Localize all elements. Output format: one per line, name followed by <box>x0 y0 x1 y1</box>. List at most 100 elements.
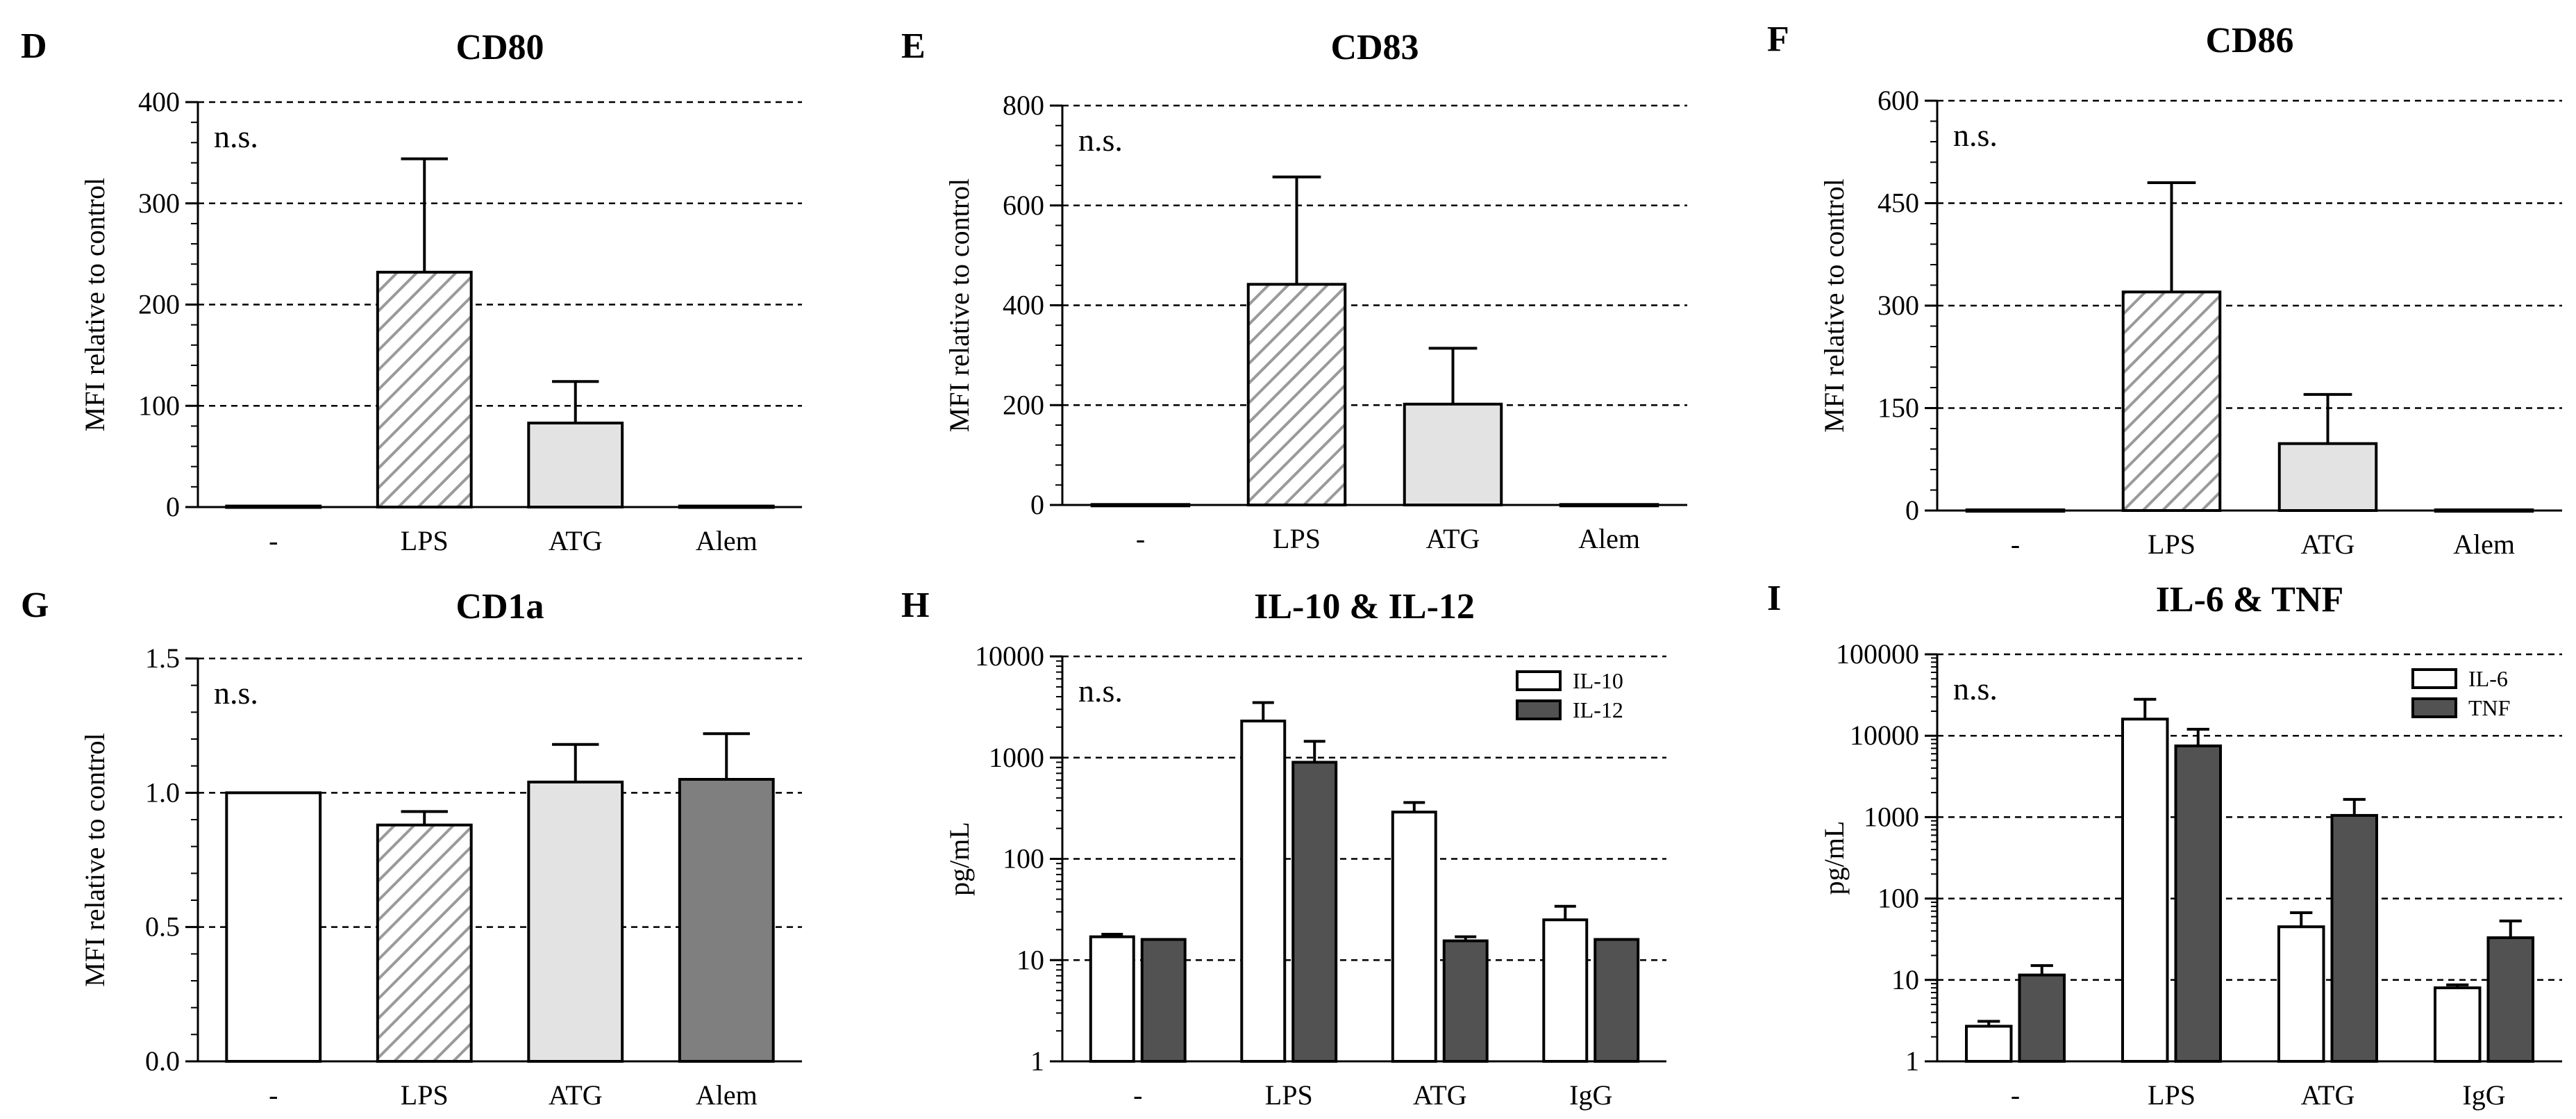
bar-lps-il-6 <box>2121 718 2169 1063</box>
chart-panel-i: I IL-6 & TNF 1 10 100 1000 10000 100000 pg/mL n.s… <box>1767 579 2562 1111</box>
chart-title: CD1a <box>455 587 544 627</box>
bar-alem <box>2434 508 2534 513</box>
panel-letter: G <box>21 586 49 625</box>
panel-letter: E <box>901 26 926 66</box>
bar-lps <box>376 823 473 1063</box>
annotation-ns: n.s. <box>1078 122 1123 158</box>
bar- <box>1090 503 1191 508</box>
y-tick-label: 10000 <box>1850 720 1919 751</box>
x-tick-label: LPS <box>2148 529 2196 560</box>
bar-atg <box>1403 402 1503 506</box>
y-axis-label: MFI relative to control <box>1818 179 1850 432</box>
y-tick-label: 1.5 <box>145 643 180 674</box>
y-tick-label: 10000 <box>975 640 1044 672</box>
x-tick-label: Alem <box>1578 523 1640 554</box>
legend-swatch-il-10 <box>1516 670 1562 691</box>
y-tick-label: 200 <box>138 289 180 320</box>
bar-atg <box>527 780 624 1063</box>
legend-label: IL-6 <box>2468 666 2508 691</box>
y-tick-label: 0.0 <box>145 1045 180 1077</box>
y-tick-label: 100 <box>1003 843 1044 875</box>
annotation-ns: n.s. <box>214 675 258 711</box>
panel-letter: D <box>21 26 47 66</box>
x-tick-label: ATG <box>2301 1079 2355 1111</box>
y-tick-label: 0 <box>1030 489 1044 520</box>
chart-title: IL-10 & IL-12 <box>1254 587 1475 627</box>
x-tick-label: - <box>269 1079 278 1111</box>
annotation-ns: n.s. <box>214 119 258 154</box>
y-axis-label: pg/mL <box>944 822 975 896</box>
bar-alem <box>1559 503 1659 508</box>
x-tick-label: - <box>1133 1079 1142 1111</box>
legend-label: IL-10 <box>1573 668 1623 693</box>
legend-label: TNF <box>2468 695 2510 720</box>
panel-letter: I <box>1767 579 1781 618</box>
bar-igg-il-10 <box>1542 918 1589 1063</box>
bar- <box>225 504 322 509</box>
y-tick-label: 1.0 <box>145 777 180 808</box>
x-tick-label: ATG <box>549 1079 603 1111</box>
bar--il-12 <box>1140 938 1187 1063</box>
bar-atg-il-12 <box>1442 939 1489 1063</box>
y-tick-label: 100 <box>1877 883 1919 914</box>
bar-alem <box>678 778 775 1063</box>
chart-title: CD86 <box>2205 21 2293 60</box>
annotation-ns: n.s. <box>1953 671 1998 706</box>
bar--il-6 <box>1965 1025 2013 1063</box>
y-tick-label: 450 <box>1877 188 1919 219</box>
y-tick-label: 300 <box>1877 290 1919 321</box>
chart-title: IL-6 & TNF <box>2156 580 2344 620</box>
y-tick-label: 600 <box>1003 190 1044 221</box>
y-tick-label: 0 <box>1905 495 1919 526</box>
y-axis-label: MFI relative to control <box>79 178 110 431</box>
bar-atg-tnf <box>2330 813 2378 1063</box>
legend-label: IL-12 <box>1573 697 1623 722</box>
bar-alem <box>678 504 775 509</box>
y-axis-label: MFI relative to control <box>79 733 110 986</box>
x-tick-label: IgG <box>1569 1079 1612 1111</box>
bar-atg <box>527 422 624 509</box>
legend-swatch-il-6 <box>2411 668 2457 689</box>
x-tick-label: LPS <box>401 525 449 556</box>
x-tick-label: ATG <box>1413 1079 1467 1111</box>
x-tick-label: LPS <box>2148 1079 2196 1111</box>
x-tick-label: Alem <box>2453 529 2515 560</box>
y-tick-label: 400 <box>138 86 180 117</box>
bar-lps-il-12 <box>1291 761 1338 1063</box>
y-tick-label: 1 <box>1030 1045 1044 1077</box>
bar- <box>1965 508 2066 513</box>
x-tick-label: - <box>2011 529 2020 560</box>
panel-letter: F <box>1767 19 1789 59</box>
y-tick-label: 600 <box>1877 85 1919 116</box>
bar-lps-tnf <box>2174 744 2222 1063</box>
legend-swatch-il-12 <box>1516 699 1562 720</box>
legend-swatch-tnf <box>2411 697 2457 718</box>
y-tick-label: 1000 <box>1864 801 1919 832</box>
bar-lps <box>1246 283 1347 506</box>
x-tick-label: - <box>1136 523 1145 554</box>
bar-atg <box>2277 442 2378 513</box>
y-tick-label: 100000 <box>1836 638 1919 670</box>
chart-panel-f: F CD86 0 150 300 450 600 MFI relative to contro… <box>1767 19 2562 560</box>
chart-title: CD80 <box>455 28 544 67</box>
x-tick-label: LPS <box>401 1079 449 1111</box>
x-tick-label: LPS <box>1273 523 1321 554</box>
chart-panel-e: E CD83 0 200 400 600 800 MFI relative to contro… <box>901 26 1687 554</box>
chart-title: CD83 <box>1330 28 1419 67</box>
y-tick-label: 200 <box>1003 389 1044 420</box>
annotation-ns: n.s. <box>1078 673 1123 708</box>
bar- <box>225 791 322 1063</box>
y-tick-label: 100 <box>138 390 180 421</box>
x-tick-label: IgG <box>2462 1079 2505 1111</box>
bar-igg-il-12 <box>1594 938 1640 1063</box>
y-tick-label: 800 <box>1003 90 1044 121</box>
y-axis-label: pg/mL <box>1818 821 1850 895</box>
y-tick-label: 0 <box>166 491 180 522</box>
y-tick-label: 300 <box>138 188 180 219</box>
y-tick-label: 10 <box>1017 944 1044 975</box>
chart-panel-g: G CD1a 0.0 0.5 1.0 1.5 MFI relative to control… <box>21 586 802 1111</box>
bar-atg-il-10 <box>1391 811 1437 1063</box>
chart-panel-d: D CD80 0 100 200 300 400 MFI relative to contro… <box>21 26 802 556</box>
y-tick-label: 10 <box>1891 964 1919 995</box>
x-tick-label: Alem <box>696 525 758 556</box>
